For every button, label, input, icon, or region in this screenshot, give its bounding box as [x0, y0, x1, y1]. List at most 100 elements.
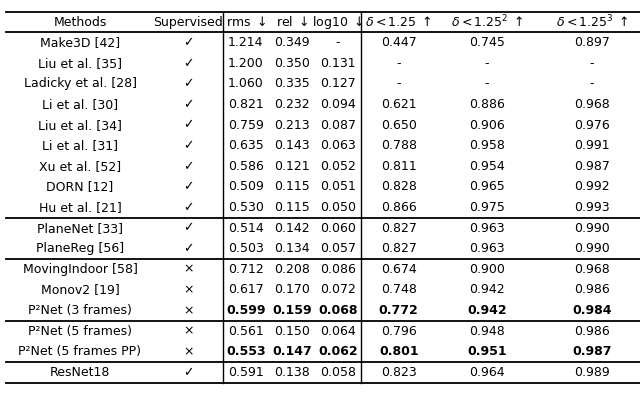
Text: 0.827: 0.827 [381, 242, 417, 255]
Text: 0.986: 0.986 [574, 284, 610, 296]
Text: 0.447: 0.447 [381, 36, 417, 49]
Text: 0.591: 0.591 [228, 366, 264, 379]
Text: 0.759: 0.759 [228, 119, 264, 131]
Text: 0.350: 0.350 [274, 57, 310, 70]
Text: 0.772: 0.772 [379, 304, 419, 317]
Text: 0.072: 0.072 [320, 284, 356, 296]
Text: rms $\downarrow$: rms $\downarrow$ [226, 15, 266, 29]
Text: 0.503: 0.503 [228, 242, 264, 255]
Text: 0.964: 0.964 [469, 366, 505, 379]
Text: ✓: ✓ [183, 222, 193, 234]
Text: 0.131: 0.131 [320, 57, 356, 70]
Text: 0.965: 0.965 [469, 181, 505, 193]
Text: ×: × [183, 284, 193, 296]
Text: 0.553: 0.553 [226, 345, 266, 358]
Text: 0.712: 0.712 [228, 263, 264, 276]
Text: 0.170: 0.170 [274, 284, 310, 296]
Text: 0.992: 0.992 [574, 181, 610, 193]
Text: 0.635: 0.635 [228, 139, 264, 152]
Text: 0.086: 0.086 [320, 263, 356, 276]
Text: $\delta < 1.25^3$ $\uparrow$: $\delta < 1.25^3$ $\uparrow$ [556, 14, 628, 30]
Text: 0.062: 0.062 [318, 345, 358, 358]
Text: 0.121: 0.121 [274, 160, 310, 173]
Text: 0.942: 0.942 [469, 284, 505, 296]
Text: 0.951: 0.951 [467, 345, 507, 358]
Text: -: - [396, 57, 401, 70]
Text: 0.213: 0.213 [274, 119, 310, 131]
Text: 0.987: 0.987 [574, 160, 610, 173]
Text: 0.984: 0.984 [572, 304, 612, 317]
Text: 0.052: 0.052 [320, 160, 356, 173]
Text: ✓: ✓ [183, 119, 193, 131]
Text: 0.990: 0.990 [574, 222, 610, 234]
Text: 0.823: 0.823 [381, 366, 417, 379]
Text: 0.963: 0.963 [469, 222, 505, 234]
Text: ✓: ✓ [183, 181, 193, 193]
Text: 0.115: 0.115 [274, 181, 310, 193]
Text: Li et al. [31]: Li et al. [31] [42, 139, 118, 152]
Text: 0.796: 0.796 [381, 325, 417, 337]
Text: 0.886: 0.886 [469, 98, 505, 111]
Text: 0.942: 0.942 [467, 304, 507, 317]
Text: Hu et al. [21]: Hu et al. [21] [38, 201, 122, 214]
Text: log10 $\downarrow$: log10 $\downarrow$ [312, 14, 364, 30]
Text: P²Net (5 frames PP): P²Net (5 frames PP) [19, 345, 141, 358]
Text: DORN [12]: DORN [12] [46, 181, 114, 193]
Text: 0.990: 0.990 [574, 242, 610, 255]
Text: 0.866: 0.866 [381, 201, 417, 214]
Text: P²Net (5 frames): P²Net (5 frames) [28, 325, 132, 337]
Text: Make3D [42]: Make3D [42] [40, 36, 120, 49]
Text: PlaneReg [56]: PlaneReg [56] [36, 242, 124, 255]
Text: rel $\downarrow$: rel $\downarrow$ [276, 15, 308, 29]
Text: Ladicky et al. [28]: Ladicky et al. [28] [24, 78, 136, 90]
Text: 0.147: 0.147 [272, 345, 312, 358]
Text: -: - [484, 57, 490, 70]
Text: 0.127: 0.127 [320, 78, 356, 90]
Text: 0.159: 0.159 [272, 304, 312, 317]
Text: 0.063: 0.063 [320, 139, 356, 152]
Text: 0.530: 0.530 [228, 201, 264, 214]
Text: 0.828: 0.828 [381, 181, 417, 193]
Text: 0.586: 0.586 [228, 160, 264, 173]
Text: 0.954: 0.954 [469, 160, 505, 173]
Text: Supervised: Supervised [154, 16, 223, 29]
Text: 0.621: 0.621 [381, 98, 417, 111]
Text: 0.094: 0.094 [320, 98, 356, 111]
Text: 0.142: 0.142 [274, 222, 310, 234]
Text: ✓: ✓ [183, 36, 193, 49]
Text: 0.349: 0.349 [274, 36, 310, 49]
Text: ×: × [183, 345, 193, 358]
Text: 0.748: 0.748 [381, 284, 417, 296]
Text: ResNet18: ResNet18 [50, 366, 110, 379]
Text: 0.900: 0.900 [469, 263, 505, 276]
Text: 0.811: 0.811 [381, 160, 417, 173]
Text: -: - [335, 36, 340, 49]
Text: 0.993: 0.993 [574, 201, 610, 214]
Text: 0.650: 0.650 [381, 119, 417, 131]
Text: 0.958: 0.958 [469, 139, 505, 152]
Text: 0.674: 0.674 [381, 263, 417, 276]
Text: ×: × [183, 304, 193, 317]
Text: P²Net (3 frames): P²Net (3 frames) [28, 304, 132, 317]
Text: MovingIndoor [58]: MovingIndoor [58] [22, 263, 138, 276]
Text: 1.214: 1.214 [228, 36, 264, 49]
Text: 0.827: 0.827 [381, 222, 417, 234]
Text: ✓: ✓ [183, 366, 193, 379]
Text: Methods: Methods [53, 16, 107, 29]
Text: 0.963: 0.963 [469, 242, 505, 255]
Text: 0.138: 0.138 [274, 366, 310, 379]
Text: 0.986: 0.986 [574, 325, 610, 337]
Text: 0.134: 0.134 [274, 242, 310, 255]
Text: 0.968: 0.968 [574, 98, 610, 111]
Text: ✓: ✓ [183, 78, 193, 90]
Text: Liu et al. [34]: Liu et al. [34] [38, 119, 122, 131]
Text: ✓: ✓ [183, 242, 193, 255]
Text: 0.788: 0.788 [381, 139, 417, 152]
Text: 0.975: 0.975 [469, 201, 505, 214]
Text: 0.514: 0.514 [228, 222, 264, 234]
Text: ✓: ✓ [183, 160, 193, 173]
Text: ×: × [183, 325, 193, 337]
Text: 0.335: 0.335 [274, 78, 310, 90]
Text: ✓: ✓ [183, 139, 193, 152]
Text: 0.232: 0.232 [274, 98, 310, 111]
